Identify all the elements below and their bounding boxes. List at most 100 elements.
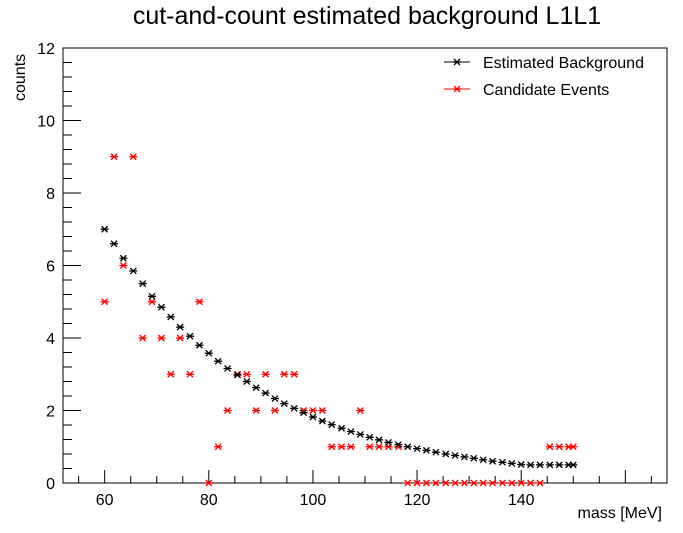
y-tick-label: 12 bbox=[37, 41, 55, 58]
estimated-background-point bbox=[394, 441, 403, 449]
estimated-background-point bbox=[545, 461, 554, 469]
candidate-event-point bbox=[422, 479, 431, 487]
estimated-background-point bbox=[204, 349, 213, 357]
candidate-event-point bbox=[176, 334, 185, 342]
legend-marker bbox=[453, 58, 461, 66]
estimated-background-point bbox=[337, 424, 346, 432]
estimated-background-point bbox=[280, 400, 289, 408]
candidate-event-point bbox=[441, 479, 450, 487]
candidate-event-point bbox=[479, 479, 488, 487]
x-axis-title: mass [MeV] bbox=[578, 505, 662, 522]
candidate-event-point bbox=[318, 407, 327, 414]
candidate-event-point bbox=[280, 370, 289, 378]
estimated-background-point bbox=[252, 384, 261, 392]
estimated-background-point bbox=[290, 404, 299, 412]
candidate-event-point bbox=[270, 407, 279, 414]
estimated-background-point bbox=[488, 457, 497, 465]
y-axis: 0 2 4 6 8 10 12 bbox=[37, 41, 81, 493]
estimated-background-point bbox=[384, 438, 393, 446]
plot-frame bbox=[62, 47, 668, 484]
estimated-background-point bbox=[261, 389, 270, 397]
candidate-event-point bbox=[148, 298, 157, 306]
candidate-event-point bbox=[346, 443, 355, 451]
candidate-event-point bbox=[569, 443, 578, 451]
candidate-event-point bbox=[242, 370, 251, 378]
candidate-event-point bbox=[261, 370, 270, 378]
candidate-event-point bbox=[460, 479, 469, 487]
candidate-event-point bbox=[356, 407, 365, 414]
candidate-event-point bbox=[365, 443, 374, 451]
legend-label: Candidate Events bbox=[483, 82, 609, 99]
chart-title: cut-and-count estimated background L1L1 bbox=[133, 2, 601, 30]
estimated-background-point bbox=[100, 225, 109, 233]
estimated-background-point bbox=[469, 454, 478, 462]
estimated-background-point bbox=[214, 357, 223, 365]
estimated-background-point bbox=[535, 461, 544, 469]
x-tick-label: 80 bbox=[200, 492, 218, 509]
y-tick-label: 8 bbox=[46, 186, 55, 203]
estimated-background-point bbox=[555, 461, 564, 469]
candidate-event-point bbox=[308, 407, 317, 414]
estimated-background-point bbox=[356, 430, 365, 438]
candidate-event-point bbox=[204, 479, 213, 487]
candidate-event-point bbox=[138, 334, 147, 342]
estimated-background-point bbox=[233, 371, 242, 379]
estimated-background-series bbox=[100, 225, 578, 469]
candidate-event-point bbox=[214, 443, 223, 451]
x-tick-label: 120 bbox=[404, 492, 431, 509]
candidate-event-point bbox=[290, 370, 299, 378]
estimated-background-point bbox=[242, 378, 251, 385]
y-tick-label: 10 bbox=[37, 114, 55, 131]
estimated-background-point bbox=[299, 409, 308, 417]
candidate-event-point bbox=[375, 443, 384, 451]
estimated-background-point bbox=[451, 451, 460, 459]
candidate-event-point bbox=[195, 298, 204, 306]
estimated-background-point bbox=[569, 461, 578, 469]
candidate-event-point bbox=[507, 479, 516, 487]
candidate-event-point bbox=[129, 153, 138, 161]
candidate-event-point bbox=[469, 479, 478, 487]
candidate-event-point bbox=[157, 334, 166, 342]
estimated-background-point bbox=[195, 341, 204, 349]
candidate-event-point bbox=[110, 153, 119, 161]
candidate-event-point bbox=[498, 479, 507, 487]
candidate-event-point bbox=[488, 479, 497, 487]
candidate-event-point bbox=[431, 479, 440, 487]
y-tick-label: 4 bbox=[46, 331, 55, 348]
candidate-event-point bbox=[100, 298, 109, 306]
candidate-event-point bbox=[517, 479, 526, 487]
estimated-background-point bbox=[413, 445, 422, 453]
y-axis-title: counts bbox=[12, 54, 29, 101]
candidate-event-point bbox=[451, 479, 460, 487]
estimated-background-point bbox=[507, 459, 516, 467]
estimated-background-point bbox=[308, 413, 317, 421]
estimated-background-point bbox=[129, 267, 138, 275]
candidate-event-point bbox=[223, 407, 232, 414]
estimated-background-point bbox=[148, 292, 157, 300]
estimated-background-point bbox=[375, 436, 384, 444]
estimated-background-point bbox=[119, 254, 128, 262]
y-tick-label: 6 bbox=[46, 259, 55, 276]
estimated-background-point bbox=[110, 240, 119, 248]
estimated-background-point bbox=[327, 421, 336, 429]
y-tick-label: 0 bbox=[46, 476, 55, 493]
estimated-background-point bbox=[517, 461, 526, 468]
legend-label: Estimated Background bbox=[483, 55, 644, 72]
candidate-event-point bbox=[413, 479, 422, 487]
candidate-events-series bbox=[100, 153, 578, 487]
estimated-background-point bbox=[422, 446, 431, 454]
candidate-event-point bbox=[186, 370, 195, 378]
estimated-background-point bbox=[157, 303, 166, 311]
estimated-background-point bbox=[479, 456, 488, 464]
legend-item: Estimated Background bbox=[444, 55, 644, 72]
estimated-background-point bbox=[176, 323, 185, 331]
x-axis: 60 80 100 120 140 bbox=[78, 470, 652, 509]
plot-area-border bbox=[62, 47, 668, 484]
estimated-background-point bbox=[526, 461, 535, 469]
estimated-background-point bbox=[403, 443, 412, 451]
estimated-background-point bbox=[498, 458, 507, 466]
candidate-event-point bbox=[252, 407, 261, 414]
legend-marker bbox=[453, 85, 461, 93]
legend: Estimated Background Candidate Events bbox=[444, 55, 644, 99]
